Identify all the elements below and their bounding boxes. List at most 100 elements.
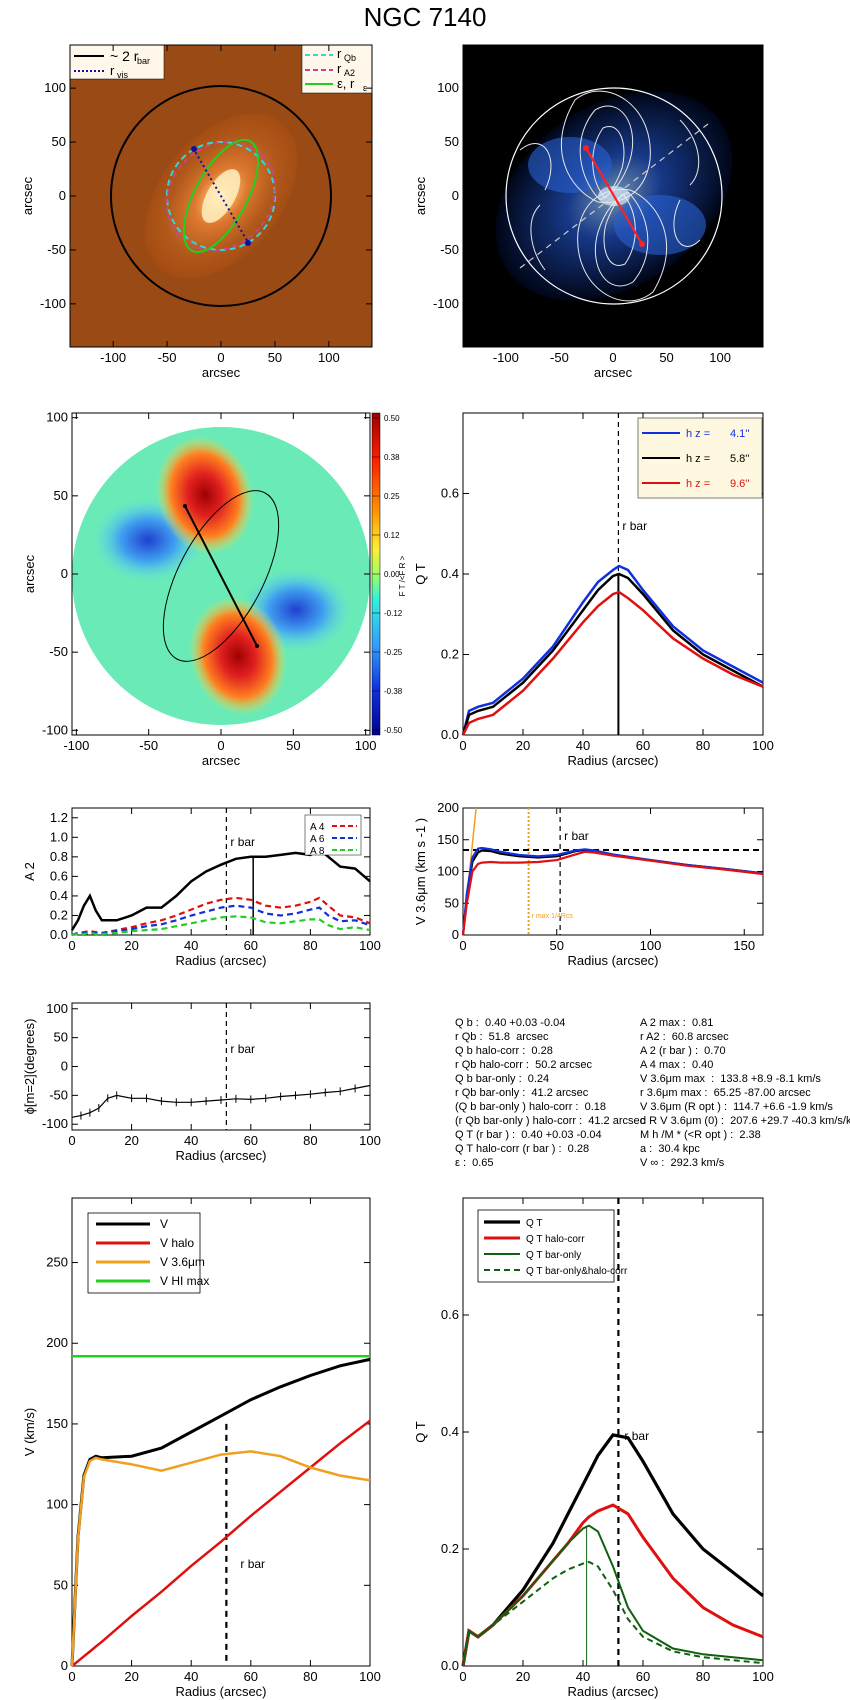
qt-corr-legend-label: Q T halo-corr [526,1234,585,1245]
qt-corr-series [461,1503,764,1667]
v36-rbar-label: r bar [564,829,589,843]
x-tick-label: 100 [359,1133,381,1148]
qt-hz-legend-label: h z = [686,453,710,465]
svg-text:bar: bar [137,56,150,66]
y-tick-label: 50 [445,134,459,149]
x-tick-label: 80 [303,1133,317,1148]
y-tick-label: 200 [437,800,459,815]
x-tick-label: 0 [459,738,466,753]
image-axes: -100 -50 0 50 100 100 50 0 -50 -100 arcsec arcsec [20,44,373,380]
x-tick-label: 100 [359,938,381,953]
x-tick-label: -100 [63,738,89,753]
a2-legend-label: A 8 [310,846,325,857]
qt-corr-legend-label: Q T bar-only [526,1250,581,1261]
x-tick-label: 40 [184,1133,198,1148]
2rbar-circle [110,85,332,307]
y-tick-label: 0.0 [441,1658,459,1673]
a2-rbar-label: r bar [230,835,255,849]
a2-series [71,915,371,937]
y-tick-label: 150 [437,832,459,847]
rmax-label: r max 1/4Rcs [532,913,574,920]
contour-circle [505,87,723,305]
x-tick-label: 80 [696,738,710,753]
x-tick-label: 20 [516,738,530,753]
svg-text:ε: ε [363,83,367,93]
x-tick-label: 20 [124,1669,138,1684]
phase-axes: 0 20 40 60 80 100 100 50 0 -50 -100 Radius (arcsec)… [22,1001,381,1163]
dynamic-layer: -100 -50 0 50 100100500-50-100arcsecarcsec-1… [20,44,774,1699]
y-tick-label: 0.4 [50,888,68,903]
x-tick-label: 0 [459,1669,466,1684]
y-tick-label: 1.2 [50,810,68,825]
qt-corr-axes: 0 20 40 60 80 100 0.0 0.2 0.4 0.6 Radius (arcsec) Q… [413,1197,774,1699]
qt-corr-series [462,1524,764,1667]
y-tick-label: 0.4 [441,566,459,581]
x-tick-label: 60 [636,738,650,753]
v36-series [461,846,764,936]
y-tick-label: 0.6 [441,486,459,501]
y-tick-label: -50 [49,1087,68,1102]
force-axes: -100 -50 0 50 100 100 50 0 -50 -100 arcsec arcsec [22,410,377,768]
vrot-rbar-label: r bar [240,1557,265,1571]
y-tick-label: -50 [440,242,459,257]
colorbar-tick: -0.38 [384,687,403,696]
x-tick-label: 0 [68,1669,75,1684]
y-tick-label: 100 [46,1001,68,1016]
x-tick-label: 80 [696,1669,710,1684]
x-tick-label: 20 [124,938,138,953]
y-tick-label: -50 [49,644,68,659]
colorbar-tick: 0.50 [384,414,400,423]
v36-ylabel: V 3.6μm (km s -1 ) [413,818,428,925]
vrot-legend-label: V 3.6μm [160,1255,205,1269]
v36-xlabel: Radius (arcsec) [567,953,658,968]
colorbar-tick: -0.50 [384,726,403,735]
a2-xlabel: Radius (arcsec) [175,953,266,968]
force-map-panel: F T /<F R > [71,412,407,736]
x-tick-label: 0 [459,938,466,953]
x-tick-label: -100 [493,350,519,365]
image-ylabel: arcsec [20,176,35,215]
image-panel: ~ 2 r bar r vis r Qb r A2 ε, r ε [69,44,373,348]
colorbar-label: F T /<F R > [398,555,407,596]
x-tick-label: -50 [139,738,158,753]
y-tick-label: 50 [52,134,66,149]
x-tick-label: 60 [636,1669,650,1684]
colorbar-tick: -0.25 [384,648,403,657]
vrot-legend-label: V [160,1217,168,1231]
legend-rqb: r [337,46,342,61]
force-lobe-positive [189,596,287,716]
y-tick-label: 100 [437,80,459,95]
x-tick-label: 40 [184,938,198,953]
svg-text:Qb: Qb [344,53,356,63]
y-tick-label: 0.6 [441,1307,459,1322]
colorbar-tick: 0.00 [384,570,400,579]
y-tick-label: 1.0 [50,829,68,844]
y-tick-label: 0.8 [50,849,68,864]
y-tick-label: 250 [46,1255,68,1270]
vrot-xlabel: Radius (arcsec) [175,1684,266,1699]
y-tick-label: 0 [61,1059,68,1074]
colorbar-tick: 0.12 [384,531,400,540]
vrot-axes: 0 20 40 60 80 100 0 50 100 150 200 250 Radius (arcse… [22,1197,381,1699]
rvis-endpoint [191,146,197,152]
y-tick-label: 0 [61,1658,68,1673]
vrot-series [71,1419,371,1667]
legend-ra2: r [337,61,342,76]
x-tick-label: 100 [752,1669,774,1684]
v36-frame [462,807,764,936]
qt-corr-ylabel: Q T [413,1421,428,1442]
svg-text:vis: vis [117,70,128,80]
legend-epsilon: ε, r [337,76,355,91]
qt-corr-series [462,1560,764,1667]
rqb-circle [166,141,276,251]
x-tick-label: -100 [100,350,126,365]
y-tick-label: 100 [44,80,66,95]
phase-rbar-label: r bar [230,1042,255,1056]
y-tick-label: 50 [54,1030,68,1045]
svg-text:A2: A2 [344,68,355,78]
x-tick-label: 40 [184,1669,198,1684]
qt-corr-legend-label: Q T [526,1218,542,1229]
y-tick-label: 0.2 [441,647,459,662]
a2-legend-label: A 4 [310,822,325,833]
